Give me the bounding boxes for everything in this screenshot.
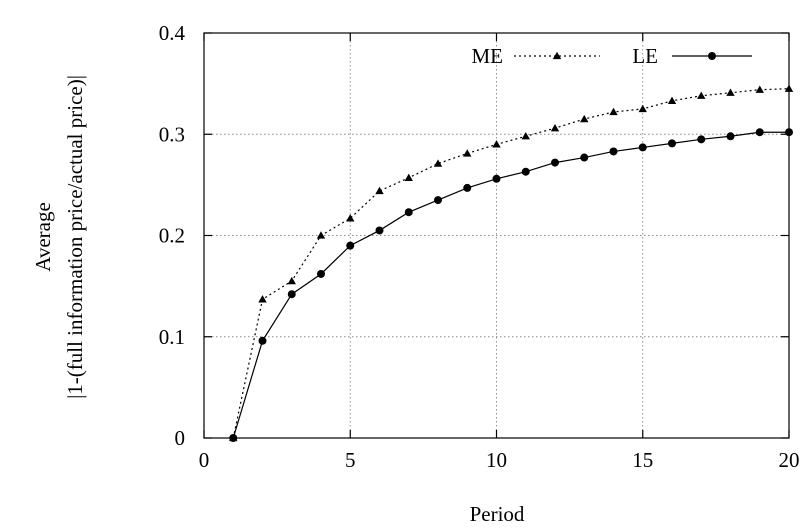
y-tick-label: 0.2 <box>159 224 185 248</box>
data-point-le <box>492 174 501 183</box>
legend-label-le: LE <box>632 44 658 68</box>
data-point-le <box>697 135 706 144</box>
series-me <box>229 84 794 442</box>
data-point-me <box>550 123 560 132</box>
series-line-le <box>232 131 789 439</box>
legend-marker-le <box>708 52 716 60</box>
axis-labels: Period Average |1-(full information pric… <box>31 75 525 526</box>
data-point-me <box>667 96 677 104</box>
series-line-me <box>232 88 790 439</box>
grid <box>204 33 789 438</box>
legend-item-me: ME <box>472 44 600 68</box>
data-point-me <box>697 91 706 99</box>
data-point-me <box>258 295 267 303</box>
data-point-le <box>317 269 325 278</box>
data-point-me <box>287 276 296 285</box>
data-point-le <box>638 143 647 152</box>
data-point-me <box>492 140 501 148</box>
x-axis-title: Period <box>470 502 525 526</box>
data-point-me <box>404 173 413 181</box>
data-point-le <box>785 128 793 137</box>
data-point-le <box>609 147 618 156</box>
data-point-me <box>316 231 326 239</box>
data-point-le <box>668 139 676 148</box>
data-point-me <box>521 132 530 140</box>
data-point-le <box>434 196 442 205</box>
x-tick-label: 15 <box>632 448 653 472</box>
axes: 0 5 10 15 20 0 0.1 0.2 0.3 0.4 <box>159 21 800 472</box>
data-point-me <box>784 84 794 92</box>
data-point-le <box>287 290 296 299</box>
data-point-le <box>258 336 267 345</box>
series-layer <box>229 84 794 442</box>
data-point-me <box>433 159 443 167</box>
data-point-le <box>580 153 589 162</box>
data-point-me <box>609 107 618 116</box>
legend-item-le: LE <box>632 44 752 68</box>
y-tick-label: 0 <box>175 426 186 450</box>
data-point-le <box>726 132 735 141</box>
x-tick-label: 0 <box>199 448 210 472</box>
data-point-me <box>375 186 384 195</box>
data-point-le <box>404 208 413 217</box>
data-point-me <box>726 88 735 96</box>
y-axis-title-line-2: |1-(full information price/actual price)… <box>63 75 87 399</box>
data-point-me <box>638 104 647 113</box>
data-point-me <box>755 85 764 93</box>
y-axis-title-line-1: Average <box>31 202 55 272</box>
y-tick-label: 0.1 <box>159 325 185 349</box>
data-point-le <box>463 183 472 192</box>
data-point-le <box>229 434 238 442</box>
legend-marker-me <box>552 51 562 60</box>
data-point-me <box>580 114 589 123</box>
legend-label-me: ME <box>472 44 504 68</box>
x-tick-label: 5 <box>345 448 356 472</box>
data-point-le <box>346 241 355 250</box>
legend: ME LE <box>472 44 752 68</box>
data-point-le <box>521 167 530 176</box>
x-tick-label: 10 <box>486 448 507 472</box>
y-tick-label: 0.4 <box>159 21 186 45</box>
data-point-le <box>551 158 559 167</box>
data-point-me <box>346 214 355 222</box>
series-le <box>229 128 793 442</box>
data-point-le <box>375 226 384 235</box>
x-tick-label: 20 <box>779 448 800 472</box>
y-tick-label: 0.3 <box>159 122 185 146</box>
data-point-me <box>463 149 472 157</box>
data-point-le <box>755 128 764 137</box>
